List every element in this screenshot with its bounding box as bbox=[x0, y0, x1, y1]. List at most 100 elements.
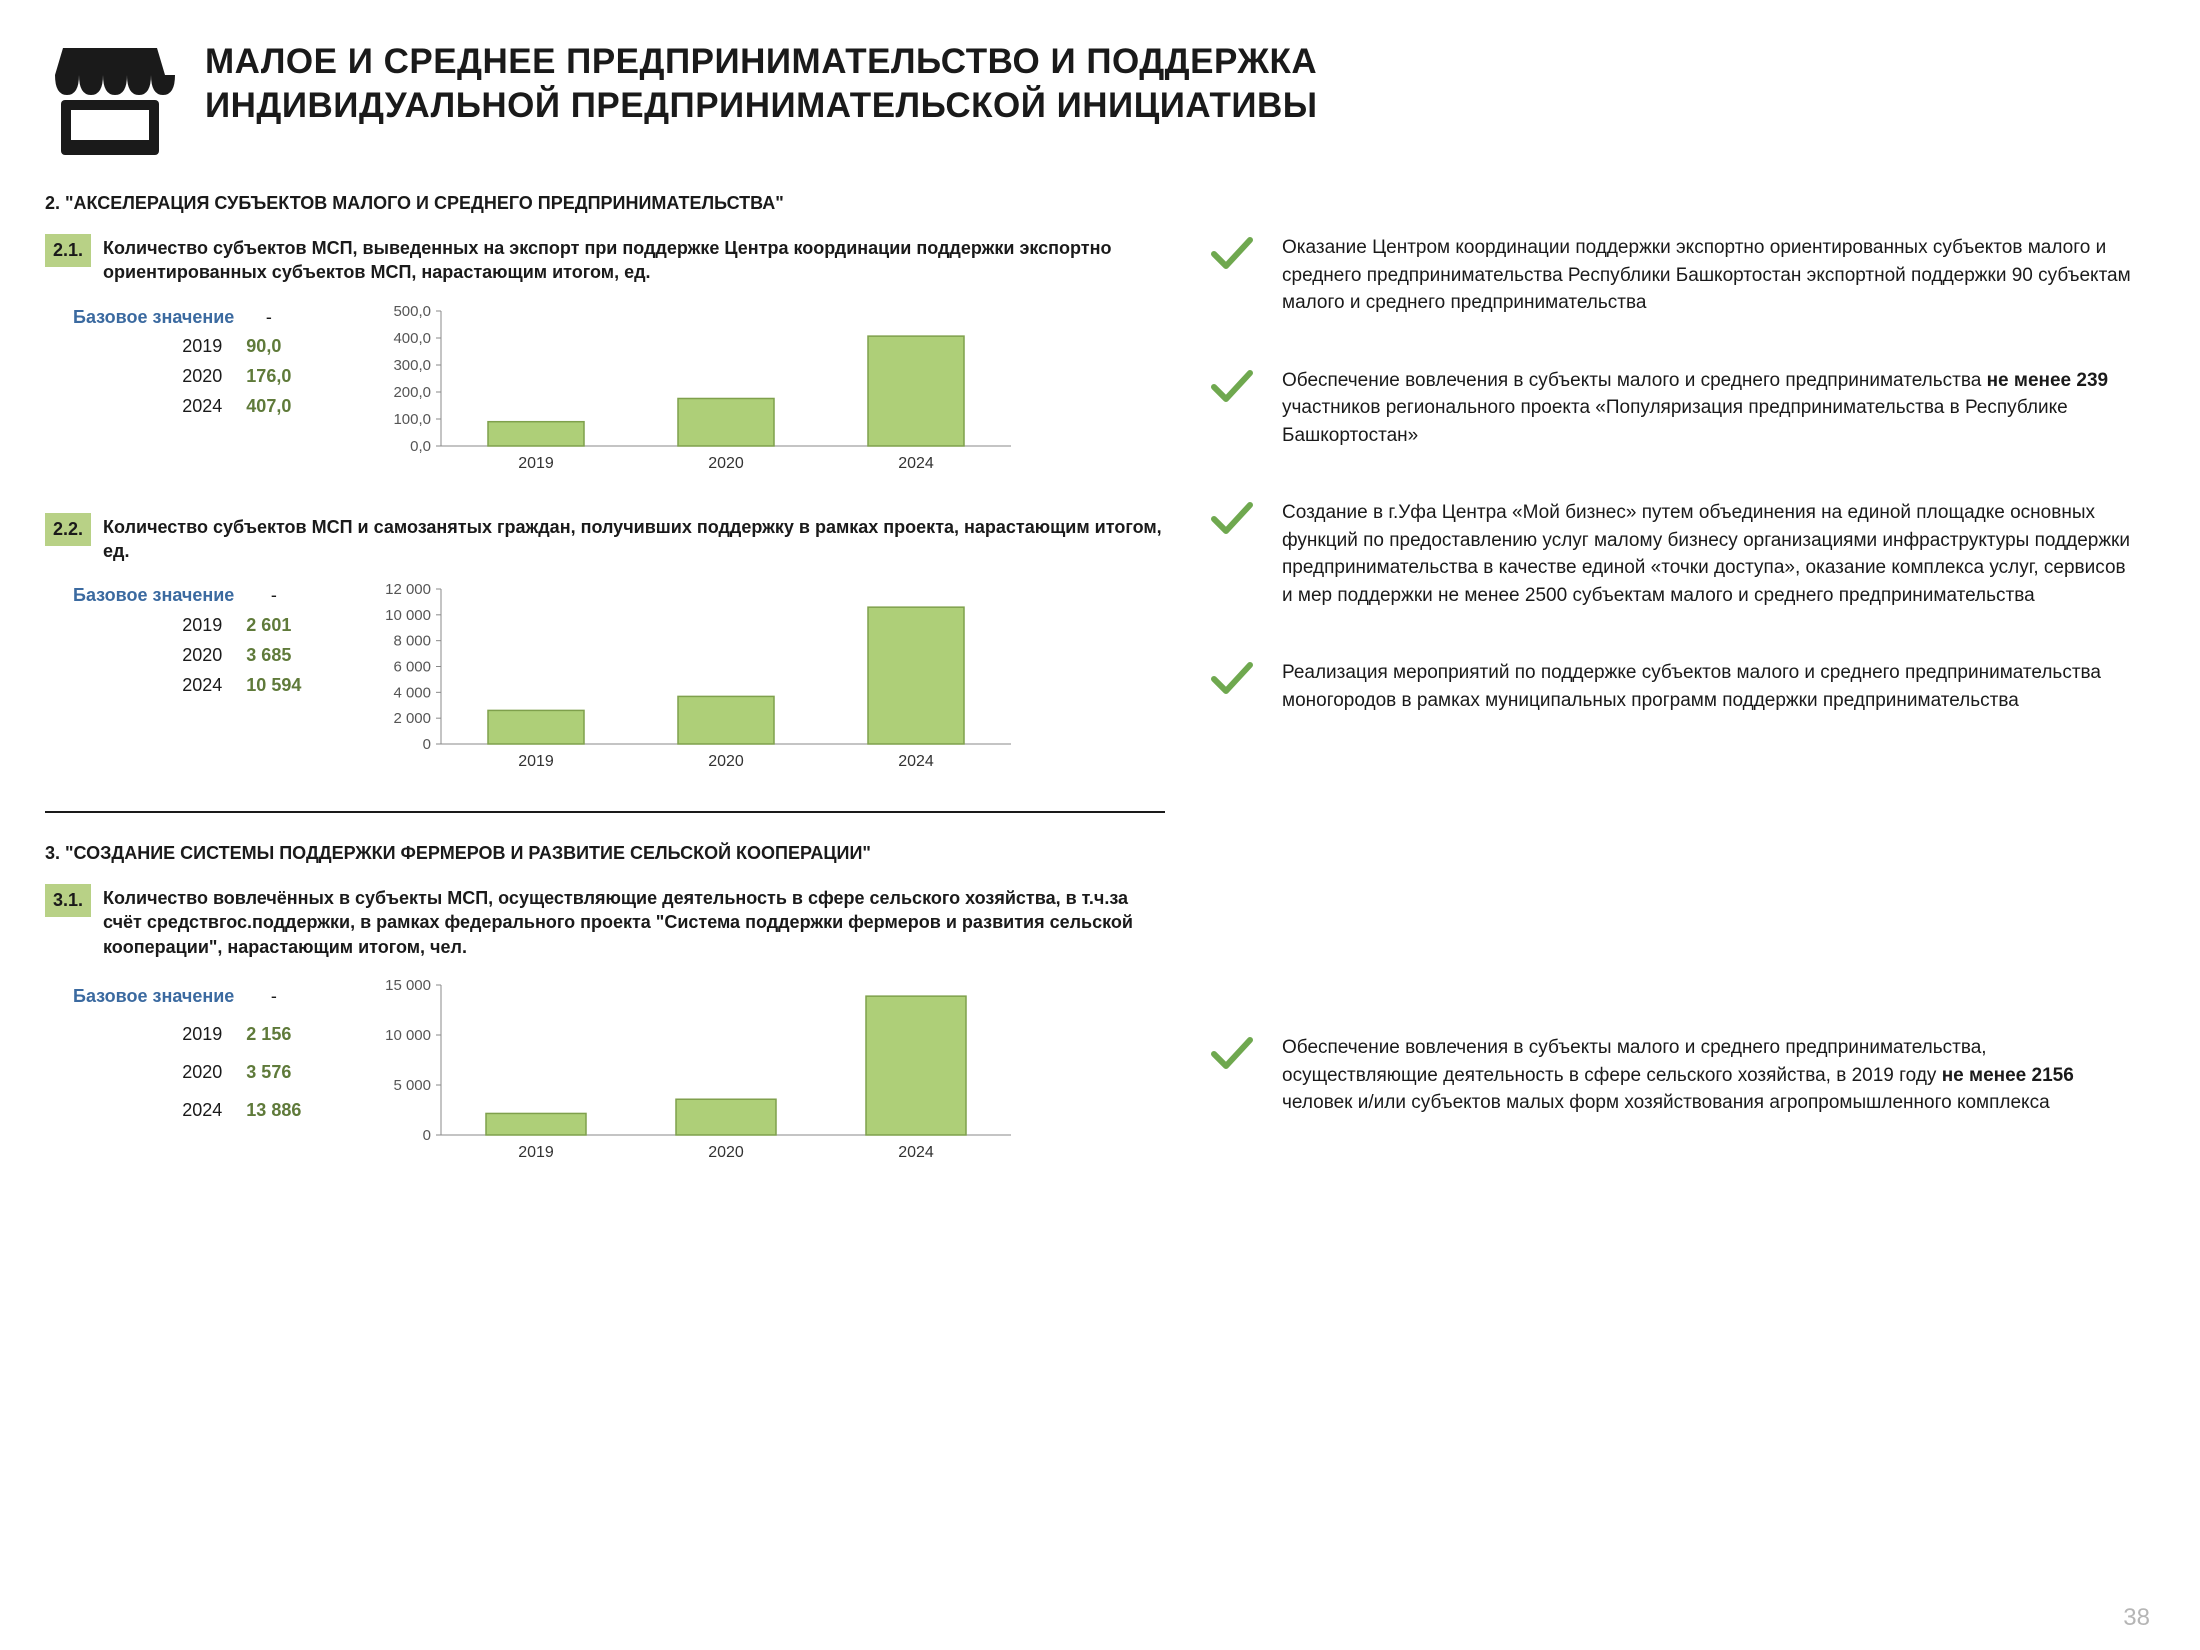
value-cell: 3 685 bbox=[240, 641, 307, 671]
svg-text:5 000: 5 000 bbox=[393, 1077, 431, 1094]
indicator-3-1-table: Базовое значение- 20192 156 20203 576 20… bbox=[45, 977, 345, 1129]
indicator-3-1: 3.1. Количество вовлечённых в субъекты М… bbox=[45, 884, 1200, 1172]
num-badge-3-1: 3.1. bbox=[45, 884, 91, 917]
svg-text:15 000: 15 000 bbox=[385, 977, 431, 994]
indicator-2-2-chart: 0 2 000 4 000 6 000 8 000 10 000 12 000 2019 202… bbox=[371, 581, 1031, 781]
section-2-heading: 2. "АКСЕЛЕРАЦИЯ СУБЪЕКТОВ МАЛОГО И СРЕДН… bbox=[45, 193, 2150, 214]
svg-text:500,0: 500,0 bbox=[393, 303, 431, 320]
indicator-2-1-table: Базовое значение- 201990,0 2020176,0 202… bbox=[45, 303, 345, 423]
svg-text:0: 0 bbox=[423, 1127, 431, 1144]
svg-text:8 000: 8 000 bbox=[393, 633, 431, 650]
svg-text:2020: 2020 bbox=[708, 753, 744, 770]
svg-text:2019: 2019 bbox=[518, 455, 554, 472]
svg-text:12 000: 12 000 bbox=[385, 581, 431, 598]
checkmark-icon bbox=[1210, 234, 1260, 277]
year-cell: 2019 bbox=[67, 332, 240, 362]
year-cell: 2024 bbox=[67, 671, 240, 701]
indicator-3-1-body: Базовое значение- 20192 156 20203 576 20… bbox=[45, 977, 1200, 1172]
indicator-2-1: 2.1. Количество субъектов МСП, выведенны… bbox=[45, 234, 1200, 483]
indicator-2-2-body: Базовое значение- 20192 601 20203 685 20… bbox=[45, 581, 1200, 781]
svg-text:2 000: 2 000 bbox=[393, 710, 431, 727]
section-3-heading: 3. "СОЗДАНИЕ СИСТЕМЫ ПОДДЕРЖКИ ФЕРМЕРОВ … bbox=[45, 843, 2150, 864]
value-cell: 90,0 bbox=[240, 332, 297, 362]
right-item-3: Создание в г.Уфа Центра «Мой бизнес» пут… bbox=[1210, 499, 2150, 633]
indicator-2-2-title: Количество субъектов МСП и самозанятых г… bbox=[103, 513, 1163, 564]
section-3-left: 3.1. Количество вовлечённых в субъекты М… bbox=[45, 884, 1200, 1202]
indicator-3-1-title: Количество вовлечённых в субъекты МСП, о… bbox=[103, 884, 1163, 959]
page-header: МАЛОЕ И СРЕДНЕЕ ПРЕДПРИНИМАТЕЛЬСТВО И ПО… bbox=[45, 40, 2150, 165]
checkmark-icon bbox=[1210, 499, 1260, 542]
right-text-s3: Обеспечение вовлечения в субъекты малого… bbox=[1282, 1034, 2150, 1117]
year-cell: 2019 bbox=[67, 1015, 240, 1053]
section-3-row: 3.1. Количество вовлечённых в субъекты М… bbox=[45, 884, 2150, 1202]
indicator-2-2: 2.2. Количество субъектов МСП и самозаня… bbox=[45, 513, 1200, 782]
right-text-4: Реализация мероприятий по поддержке субъ… bbox=[1282, 659, 2150, 714]
section-2-right: Оказание Центром координации поддержки э… bbox=[1210, 234, 2150, 843]
indicator-3-1-chart: 0 5 000 10 000 15 000 2019 2020 2024 bbox=[371, 977, 1031, 1172]
store-icon bbox=[45, 40, 175, 165]
value-cell: 10 594 bbox=[240, 671, 307, 701]
svg-text:2020: 2020 bbox=[708, 1144, 744, 1161]
svg-text:6 000: 6 000 bbox=[393, 659, 431, 676]
value-cell: 2 601 bbox=[240, 611, 307, 641]
section-2-left: 2.1. Количество субъектов МСП, выведенны… bbox=[45, 234, 1200, 843]
svg-text:2019: 2019 bbox=[518, 1144, 554, 1161]
indicator-2-1-head: 2.1. Количество субъектов МСП, выведенны… bbox=[45, 234, 1200, 285]
svg-text:0: 0 bbox=[423, 736, 431, 753]
right-text-2: Обеспечение вовлечения в субъекты малого… bbox=[1282, 367, 2150, 450]
svg-text:400,0: 400,0 bbox=[393, 330, 431, 347]
value-cell: 2 156 bbox=[240, 1015, 307, 1053]
value-cell: 3 576 bbox=[240, 1053, 307, 1091]
svg-text:2019: 2019 bbox=[518, 753, 554, 770]
indicator-2-1-title: Количество субъектов МСП, выведенных на … bbox=[103, 234, 1163, 285]
svg-text:2024: 2024 bbox=[898, 455, 934, 472]
value-cell: 13 886 bbox=[240, 1091, 307, 1129]
svg-text:10 000: 10 000 bbox=[385, 607, 431, 624]
svg-text:2024: 2024 bbox=[898, 1144, 934, 1161]
num-badge-2-2: 2.2. bbox=[45, 513, 91, 546]
checkmark-icon bbox=[1210, 1034, 1260, 1077]
right-text-1: Оказание Центром координации поддержки э… bbox=[1282, 234, 2150, 317]
indicator-3-1-head: 3.1. Количество вовлечённых в субъекты М… bbox=[45, 884, 1200, 959]
year-cell: 2024 bbox=[67, 1091, 240, 1129]
indicator-2-1-body: Базовое значение- 201990,0 2020176,0 202… bbox=[45, 303, 1200, 483]
svg-text:2024: 2024 bbox=[898, 753, 934, 770]
checkmark-icon bbox=[1210, 659, 1260, 702]
base-value: - bbox=[240, 303, 297, 333]
year-cell: 2019 bbox=[67, 611, 240, 641]
right-item-2: Обеспечение вовлечения в субъекты малого… bbox=[1210, 367, 2150, 474]
right-item-1: Оказание Центром координации поддержки э… bbox=[1210, 234, 2150, 341]
value-cell: 176,0 bbox=[240, 362, 297, 392]
page-number: 38 bbox=[2123, 1604, 2150, 1632]
indicator-2-2-table: Базовое значение- 20192 601 20203 685 20… bbox=[45, 581, 345, 701]
value-cell: 407,0 bbox=[240, 392, 297, 422]
svg-text:100,0: 100,0 bbox=[393, 411, 431, 428]
svg-text:0,0: 0,0 bbox=[410, 438, 431, 455]
svg-text:4 000: 4 000 bbox=[393, 685, 431, 702]
base-value: - bbox=[240, 581, 307, 611]
svg-text:200,0: 200,0 bbox=[393, 384, 431, 401]
year-cell: 2024 bbox=[67, 392, 240, 422]
section-3-right: Обеспечение вовлечения в субъекты малого… bbox=[1210, 884, 2150, 1202]
year-cell: 2020 bbox=[67, 1053, 240, 1091]
section-divider bbox=[45, 811, 1165, 813]
right-item-4: Реализация мероприятий по поддержке субъ… bbox=[1210, 659, 2150, 738]
title-line-1: МАЛОЕ И СРЕДНЕЕ ПРЕДПРИНИМАТЕЛЬСТВО И ПО… bbox=[205, 42, 1317, 81]
page-title: МАЛОЕ И СРЕДНЕЕ ПРЕДПРИНИМАТЕЛЬСТВО И ПО… bbox=[205, 40, 1318, 128]
year-cell: 2020 bbox=[67, 362, 240, 392]
svg-text:10 000: 10 000 bbox=[385, 1027, 431, 1044]
indicator-2-2-head: 2.2. Количество субъектов МСП и самозаня… bbox=[45, 513, 1200, 564]
year-cell: 2020 bbox=[67, 641, 240, 671]
base-label: Базовое значение bbox=[67, 581, 240, 611]
right-item-s3: Обеспечение вовлечения в субъекты малого… bbox=[1210, 1034, 2150, 1141]
num-badge-2-1: 2.1. bbox=[45, 234, 91, 267]
right-text-3: Создание в г.Уфа Центра «Мой бизнес» пут… bbox=[1282, 499, 2150, 609]
section-2-row: 2.1. Количество субъектов МСП, выведенны… bbox=[45, 234, 2150, 843]
title-line-2: ИНДИВИДУАЛЬНОЙ ПРЕДПРИНИМАТЕЛЬСКОЙ ИНИЦИ… bbox=[205, 86, 1318, 125]
indicator-2-1-chart: 0,0 100,0 200,0 300,0 400,0 500,0 2019 2020 2024 bbox=[371, 303, 1031, 483]
base-label: Базовое значение bbox=[67, 303, 240, 333]
checkmark-icon bbox=[1210, 367, 1260, 410]
svg-text:300,0: 300,0 bbox=[393, 357, 431, 374]
svg-text:2020: 2020 bbox=[708, 455, 744, 472]
base-value: - bbox=[240, 977, 307, 1015]
